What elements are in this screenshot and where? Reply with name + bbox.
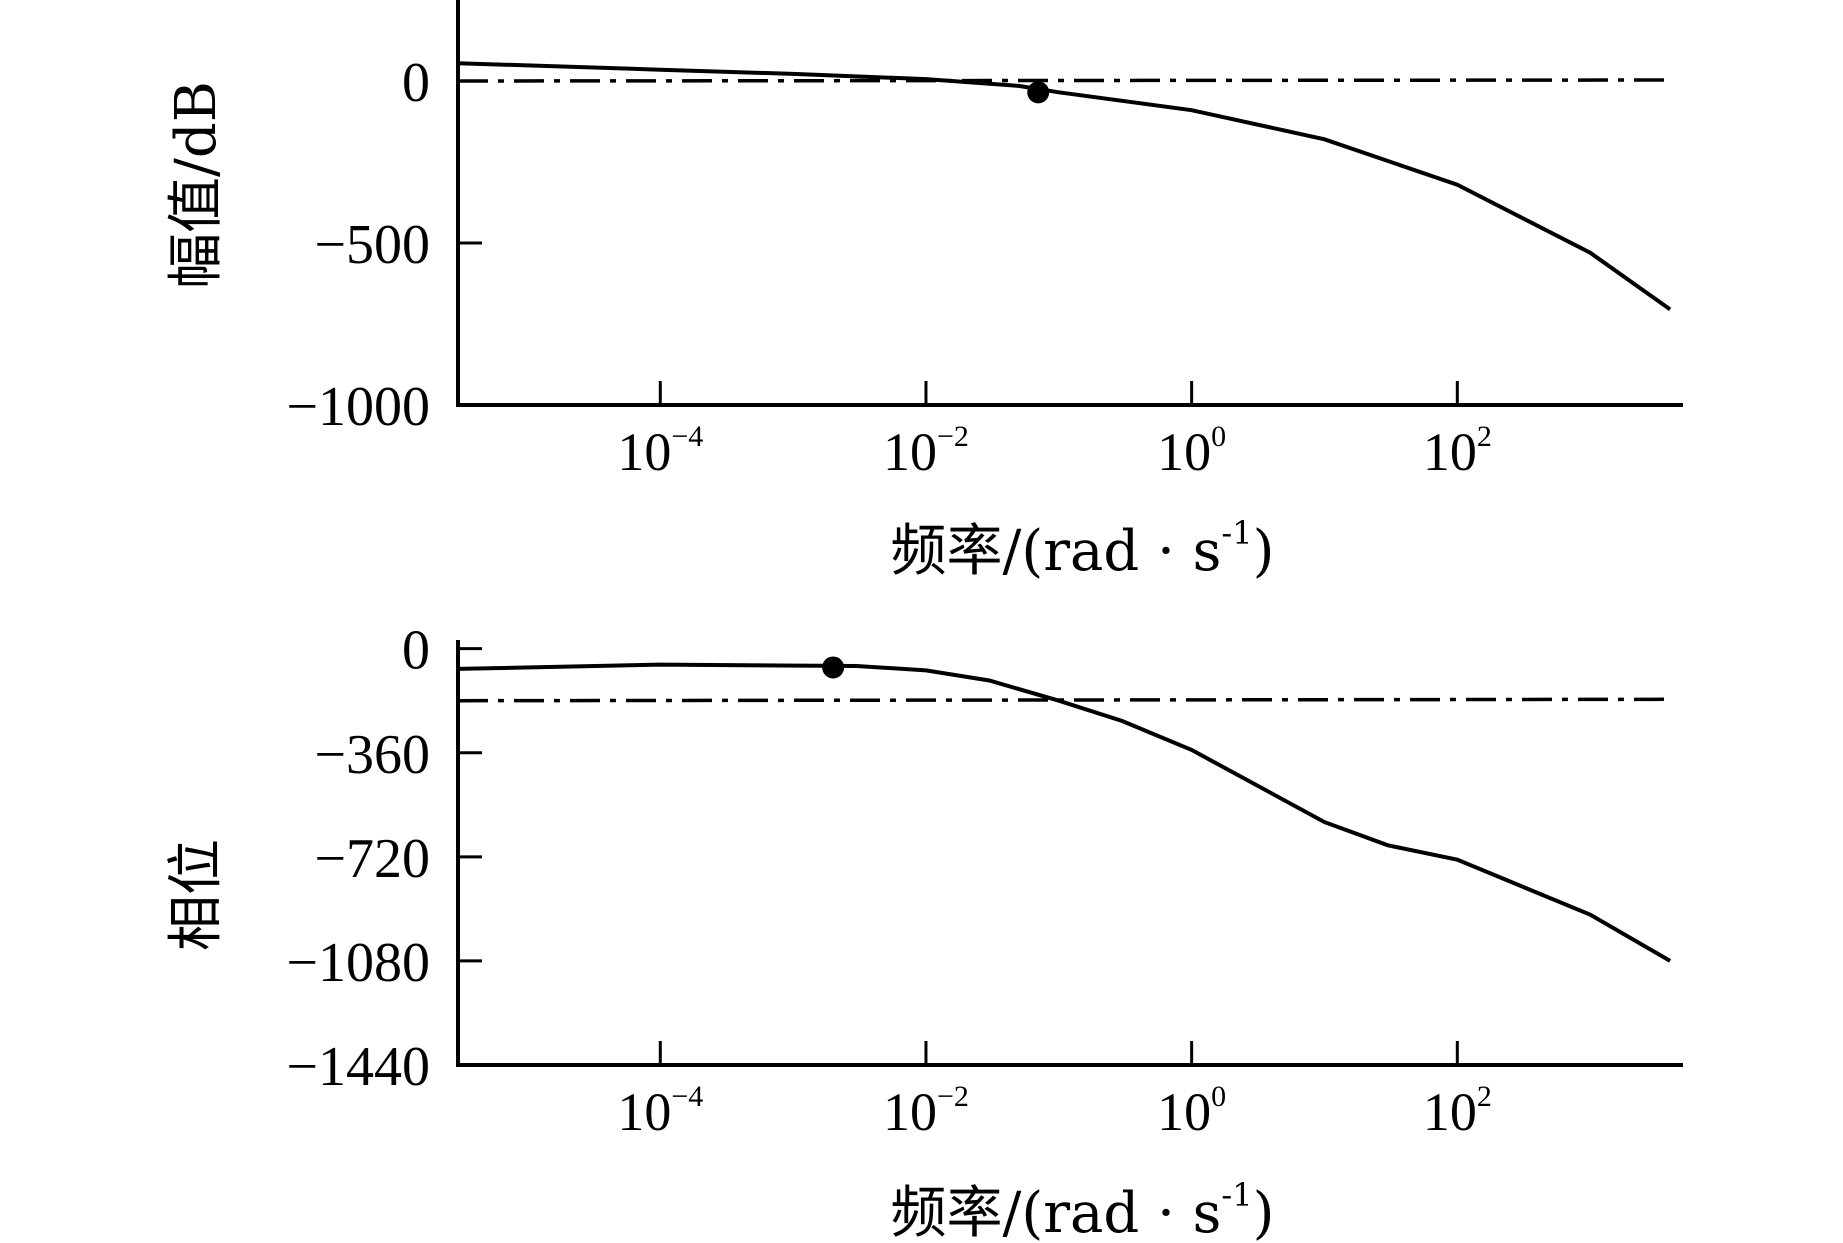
y-axis-title: 相位 xyxy=(164,839,229,951)
y-tick-label: −1440 xyxy=(286,1036,430,1098)
x-tick-label: 10−4 xyxy=(617,420,703,482)
y-tick-label: −720 xyxy=(314,828,430,890)
reference-dashdot-line xyxy=(457,78,1671,83)
y-tick-label: −500 xyxy=(314,214,430,276)
x-tick-label: 102 xyxy=(1423,420,1492,482)
phase-plot: 0 −360 −720 −1080 −1440 10−4 10−2 100 102 频率/(rad… xyxy=(164,620,1683,1243)
marker-point xyxy=(822,656,845,679)
y-tick-label: 0 xyxy=(402,620,430,682)
x-axis-title: 频率/(rad · s-1) xyxy=(891,514,1275,584)
x-tick-label: 10−2 xyxy=(883,420,969,482)
x-axis-title: 频率/(rad · s-1) xyxy=(891,1176,1275,1243)
y-axis-title: 幅值/dB xyxy=(164,81,229,289)
x-tick-label: 10−4 xyxy=(617,1080,703,1142)
y-tick-label: −1080 xyxy=(286,932,430,994)
marker-point xyxy=(1027,81,1050,104)
response-curve xyxy=(457,662,1672,963)
y-tick-label: −360 xyxy=(314,724,430,786)
x-tick-label: 100 xyxy=(1157,1080,1226,1142)
y-tick-label: −1000 xyxy=(286,376,430,438)
response-curve xyxy=(457,61,1672,312)
x-tick-label: 10−2 xyxy=(883,1080,969,1142)
x-tick-label: 100 xyxy=(1157,420,1226,482)
magnitude-plot: 0 −500 −1000 10−4 10−2 100 102 频率/(rad · s-1) 幅值… xyxy=(164,0,1683,584)
y-tick-label: 0 xyxy=(402,52,430,114)
reference-dashdot-line xyxy=(457,697,1671,703)
x-tick-label: 102 xyxy=(1423,1080,1492,1142)
